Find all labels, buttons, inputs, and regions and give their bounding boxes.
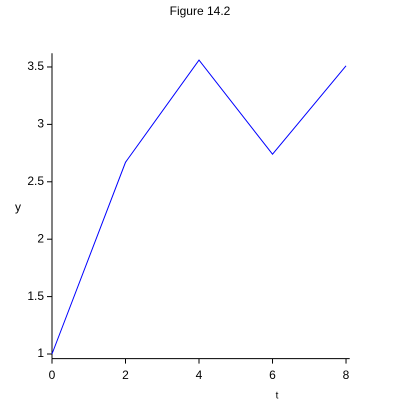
y-tick-label: 3.5: [27, 59, 44, 73]
x-tick-label: 2: [122, 368, 129, 382]
x-tick-label: 0: [49, 368, 56, 382]
y-tick-label: 2: [37, 231, 44, 245]
data-line: [51, 59, 347, 355]
y-axis-label: y: [15, 200, 21, 214]
y-tick-label: 2.5: [27, 174, 44, 188]
y-tick-label: 1.5: [27, 289, 44, 303]
x-tick-label: 4: [196, 368, 203, 382]
chart-title: Figure 14.2: [170, 4, 231, 18]
x-tick-label: 6: [269, 368, 276, 382]
x-tick-label: 8: [343, 368, 350, 382]
y-tick-label: 1: [37, 346, 44, 360]
y-tick-label: 3: [37, 117, 44, 131]
x-axis-label: t: [276, 391, 279, 400]
